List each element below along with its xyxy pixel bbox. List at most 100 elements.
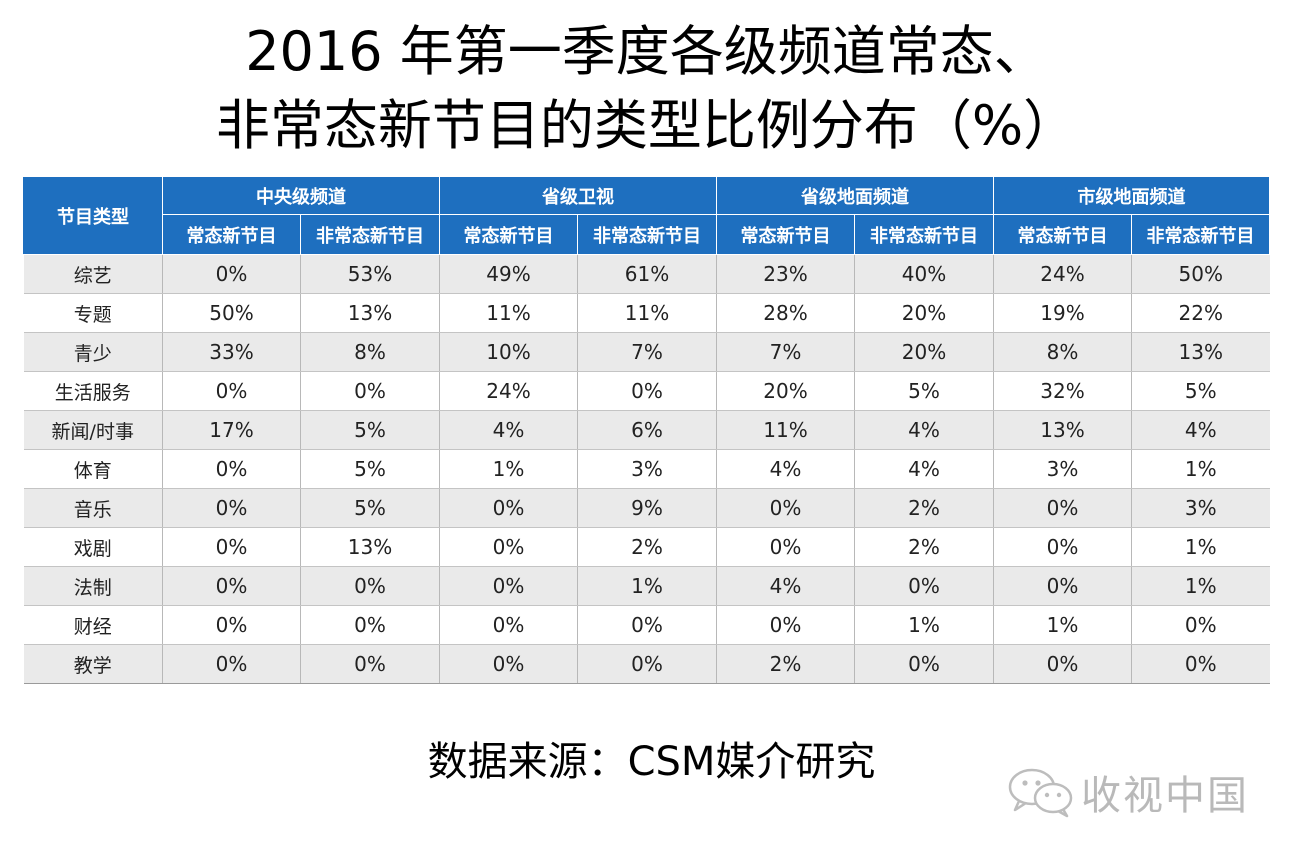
data-source-note: 数据来源：CSM媒介研究 — [427, 739, 876, 785]
row-label: 专题 — [23, 293, 163, 333]
table-cell: 8% — [993, 332, 1132, 372]
header-row-groups: 节目类型 中央级频道 省级卫视 省级地面频道 市级地面频道 — [23, 176, 1270, 255]
table-cell: 1% — [1131, 566, 1270, 606]
table-cell: 5% — [300, 449, 440, 489]
row-label: 青少 — [23, 332, 163, 372]
table-cell: 0% — [300, 371, 440, 411]
row-label: 教学 — [23, 644, 163, 684]
table-cell: 13% — [993, 410, 1132, 450]
table-cell: 0% — [300, 566, 440, 606]
table-cell: 40% — [854, 254, 994, 294]
table-cell: 1% — [577, 566, 717, 606]
table-cell: 5% — [300, 410, 440, 450]
table-cell: 6% — [577, 410, 717, 450]
group-header: 省级地面频道 — [716, 176, 994, 215]
table-cell: 22% — [1131, 293, 1270, 333]
sub-column-header: 非常态新节目 — [1131, 214, 1270, 255]
table-cell: 5% — [300, 488, 440, 528]
table-cell: 20% — [716, 371, 855, 411]
table-body: 综艺 0% 53% 49% 61% 23% 40% 24% 50% 专题 50% 13% 11% 11% 2… — [23, 254, 1270, 684]
row-label: 法制 — [23, 566, 163, 606]
table-cell: 2% — [854, 527, 994, 567]
table-cell: 11% — [716, 410, 855, 450]
page-title-line-2: 非常态新节目的类型比例分布（%） — [215, 94, 1078, 157]
table-cell: 13% — [300, 527, 440, 567]
table-cell: 0% — [162, 605, 301, 645]
table-cell: 0% — [993, 644, 1132, 684]
table-row: 专题 50% 13% 11% 11% 28% 20% 19% 22% — [23, 293, 1270, 333]
table-cell: 0% — [162, 449, 301, 489]
table-cell: 0% — [439, 644, 578, 684]
sub-column-header: 非常态新节目 — [577, 214, 717, 255]
table-cell: 0% — [162, 371, 301, 411]
table-cell: 4% — [854, 410, 994, 450]
table-cell: 2% — [577, 527, 717, 567]
page-title-line-1: 2016 年第一季度各级频道常态、 — [245, 20, 1048, 83]
row-label: 财经 — [23, 605, 163, 645]
table-cell: 49% — [439, 254, 578, 294]
table-cell: 1% — [1131, 449, 1270, 489]
table-row: 音乐 0% 5% 0% 9% 0% 2% 0% 3% — [23, 488, 1270, 528]
table-cell: 5% — [1131, 371, 1270, 411]
table-cell: 1% — [1131, 527, 1270, 567]
table-cell: 0% — [716, 605, 855, 645]
table-cell: 2% — [854, 488, 994, 528]
table-cell: 13% — [300, 293, 440, 333]
table-cell: 3% — [993, 449, 1132, 489]
table-cell: 0% — [162, 488, 301, 528]
table-row: 综艺 0% 53% 49% 61% 23% 40% 24% 50% — [23, 254, 1270, 294]
row-label: 生活服务 — [23, 371, 163, 411]
table-cell: 8% — [300, 332, 440, 372]
table-cell: 4% — [716, 566, 855, 606]
table-cell: 4% — [439, 410, 578, 450]
table-cell: 17% — [162, 410, 301, 450]
table-row: 青少 33% 8% 10% 7% 7% 20% 8% 13% — [23, 332, 1270, 372]
watermark-text: 收视中国 — [1081, 773, 1249, 819]
table-cell: 61% — [577, 254, 717, 294]
table-cell: 0% — [439, 566, 578, 606]
sub-column-header: 常态新节目 — [716, 214, 855, 255]
table-row: 生活服务 0% 0% 24% 0% 20% 5% 32% 5% — [23, 371, 1270, 411]
table-cell: 0% — [577, 644, 717, 684]
table-cell: 13% — [1131, 332, 1270, 372]
table-cell: 23% — [716, 254, 855, 294]
table-cell: 0% — [439, 488, 578, 528]
group-header: 市级地面频道 — [993, 176, 1270, 215]
table-cell: 0% — [854, 566, 994, 606]
sub-column-header: 非常态新节目 — [300, 214, 440, 255]
table-cell: 20% — [854, 293, 994, 333]
table-cell: 24% — [993, 254, 1132, 294]
table-cell: 0% — [162, 527, 301, 567]
table-cell: 50% — [162, 293, 301, 333]
table-cell: 5% — [854, 371, 994, 411]
wechat-icon — [1008, 768, 1073, 818]
sub-column-header: 常态新节目 — [162, 214, 301, 255]
header-row-subcolumns: 常态新节目 非常态新节目 常态新节目 非常态新节目 常态新节目 非常态新节目 常… — [24, 214, 1270, 255]
table-row: 体育 0% 5% 1% 3% 4% 4% 3% 1% — [23, 449, 1270, 489]
table-cell: 0% — [577, 371, 717, 411]
table-cell: 9% — [577, 488, 717, 528]
table-cell: 0% — [300, 644, 440, 684]
sub-column-header: 常态新节目 — [439, 214, 578, 255]
table-cell: 0% — [993, 488, 1132, 528]
table-cell: 4% — [1131, 410, 1270, 450]
table-cell: 7% — [716, 332, 855, 372]
table-cell: 0% — [300, 605, 440, 645]
table-cell: 24% — [439, 371, 578, 411]
table-cell: 32% — [993, 371, 1132, 411]
table-cell: 0% — [577, 605, 717, 645]
row-header-cell: 节目类型 — [23, 176, 163, 255]
row-label: 体育 — [23, 449, 163, 489]
table-cell: 10% — [439, 332, 578, 372]
watermark: 收视中国 — [1005, 766, 1249, 819]
table-row: 法制 0% 0% 0% 1% 4% 0% 0% 1% — [23, 566, 1270, 606]
table-cell: 0% — [162, 566, 301, 606]
group-header: 中央级频道 — [162, 176, 440, 215]
table-cell: 7% — [577, 332, 717, 372]
table-cell: 50% — [1131, 254, 1270, 294]
table-row: 戏剧 0% 13% 0% 2% 0% 2% 0% 1% — [23, 527, 1270, 567]
table-cell: 0% — [993, 527, 1132, 567]
row-label: 新闻/时事 — [23, 410, 163, 450]
table-row: 教学 0% 0% 0% 0% 2% 0% 0% 0% — [23, 644, 1270, 684]
table-cell: 0% — [162, 254, 301, 294]
